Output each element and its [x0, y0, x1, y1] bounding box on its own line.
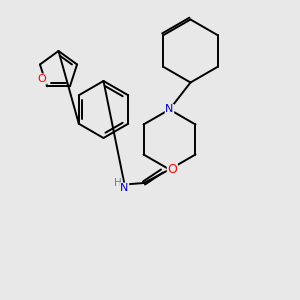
- Text: H: H: [114, 178, 122, 188]
- Text: O: O: [38, 74, 46, 84]
- Text: N: N: [120, 183, 129, 193]
- Text: O: O: [167, 163, 177, 176]
- Text: N: N: [165, 104, 174, 115]
